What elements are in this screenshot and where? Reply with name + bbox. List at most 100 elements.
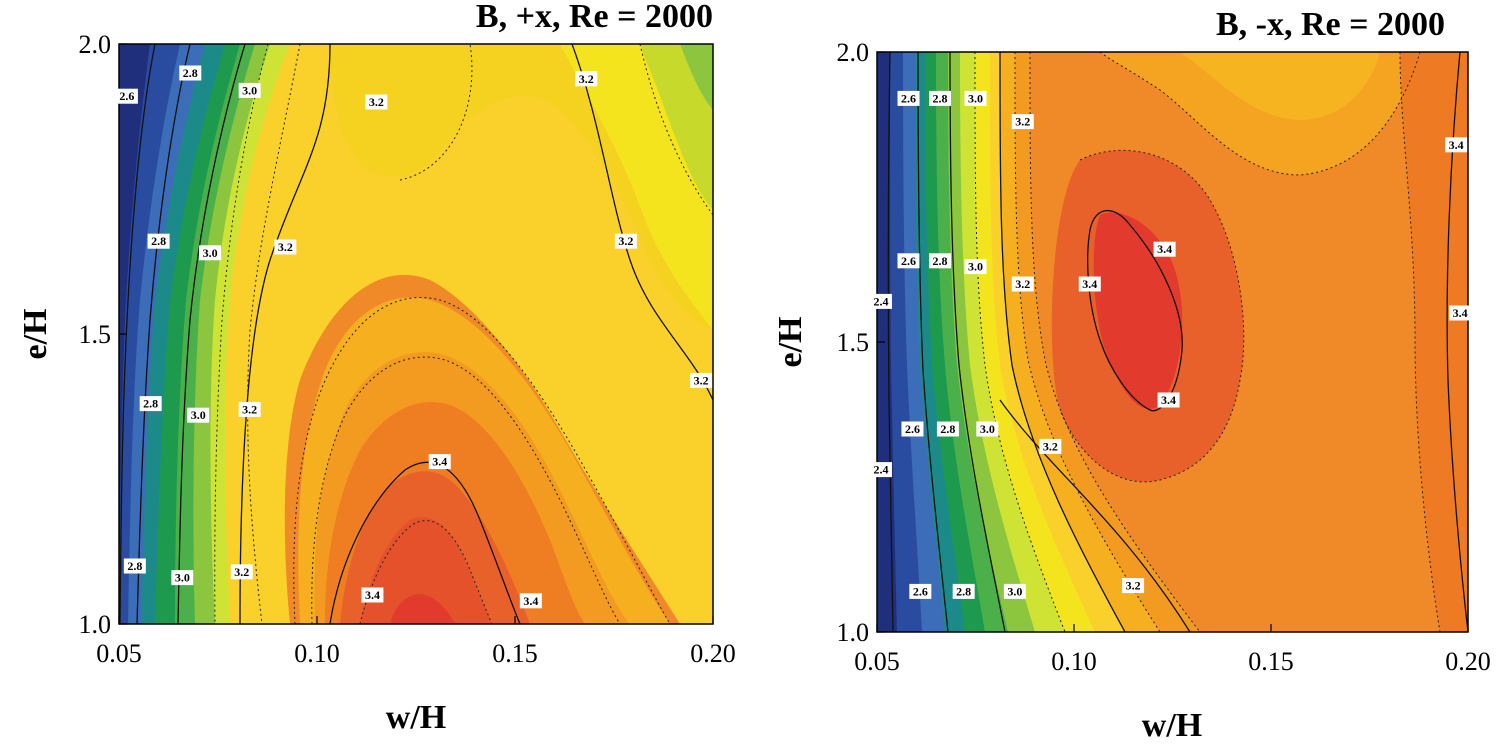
contour-label: 2.8 (123, 558, 146, 574)
left-contour-labels: 2.6 2.8 3.0 3.2 3.2 2.8 3.0 3.2 3.2 2.8 3.0 3.2 3.2 3… (115, 65, 713, 609)
left-contour-fill (119, 44, 713, 624)
svg-text:3.2: 3.2 (242, 402, 257, 416)
contour-label: 3.2 (1011, 114, 1034, 130)
right-y-tick-label: 1.5 (837, 328, 870, 357)
contour-label: 3.0 (1003, 583, 1026, 599)
right-contour-plot: 2.6 2.8 3.0 3.2 3.4 3.4 2.6 2.8 3.0 3.2 3.4 2.4 3.4 3… (772, 6, 1491, 744)
contour-label: 2.8 (179, 65, 202, 81)
svg-text:3.2: 3.2 (618, 234, 633, 248)
right-contour-fill (877, 52, 1468, 632)
svg-text:3.0: 3.0 (968, 260, 983, 274)
contour-label: 3.2 (1039, 438, 1062, 454)
contour-label: 3.2 (230, 564, 253, 580)
contour-label: 3.0 (976, 421, 999, 437)
contour-label: 2.8 (952, 583, 975, 599)
svg-text:3.2: 3.2 (278, 240, 293, 254)
left-x-tick-label: 0.10 (294, 639, 340, 668)
left-contour-plot: 2.6 2.8 3.0 3.2 3.2 2.8 3.0 3.2 3.2 2.8 3.0 3.2 3.2 3… (17, 0, 736, 736)
contour-label: 2.4 (869, 462, 892, 478)
svg-text:3.4: 3.4 (523, 594, 538, 608)
contour-label: 3.0 (199, 245, 222, 261)
svg-text:2.6: 2.6 (901, 91, 916, 105)
svg-text:3.0: 3.0 (191, 408, 206, 422)
contour-label: 2.6 (909, 583, 932, 599)
svg-text:3.4: 3.4 (1453, 306, 1468, 320)
contour-label: 3.2 (274, 239, 297, 255)
contour-label: 3.4 (1153, 241, 1176, 257)
svg-text:2.8: 2.8 (933, 254, 948, 268)
svg-text:2.6: 2.6 (913, 584, 928, 598)
svg-text:3.4: 3.4 (1161, 393, 1176, 407)
contour-label: 3.2 (365, 94, 388, 110)
left-x-tick-label: 0.05 (96, 639, 142, 668)
left-chart-title: B, +x, Re = 2000 (476, 0, 713, 35)
svg-text:2.8: 2.8 (127, 559, 142, 573)
contour-label: 3.0 (171, 570, 194, 586)
right-x-tick-label: 0.10 (1051, 647, 1097, 676)
svg-text:3.0: 3.0 (203, 246, 218, 260)
svg-text:3.2: 3.2 (1126, 579, 1141, 593)
svg-text:3.2: 3.2 (579, 72, 594, 86)
contour-label: 2.8 (139, 396, 162, 412)
svg-text:3.2: 3.2 (369, 95, 384, 109)
contour-label: 3.0 (187, 407, 210, 423)
svg-text:3.0: 3.0 (175, 571, 190, 585)
contour-label: 2.6 (897, 90, 920, 106)
svg-text:3.0: 3.0 (968, 91, 983, 105)
svg-text:2.8: 2.8 (940, 422, 955, 436)
right-contour-labels: 2.6 2.8 3.0 3.2 3.4 3.4 2.6 2.8 3.0 3.2 3.4 2.4 3.4 3… (869, 90, 1472, 599)
right-chart-title: B, -x, Re = 2000 (1216, 6, 1445, 43)
right-x-axis-label: w/H (1142, 707, 1202, 744)
contour-label: 3.2 (1122, 578, 1145, 594)
left-x-tick-label: 0.20 (690, 639, 736, 668)
left-y-tick-label: 2.0 (79, 30, 112, 59)
left-y-tick-label: 1.0 (79, 610, 112, 639)
left-x-ticks: 0.05 0.10 0.15 0.20 (96, 616, 736, 668)
right-x-ticks: 0.05 0.10 0.15 0.20 (854, 624, 1491, 676)
svg-text:3.0: 3.0 (980, 422, 995, 436)
contour-label: 3.0 (238, 82, 261, 98)
svg-text:3.4: 3.4 (1157, 242, 1172, 256)
contour-label: 3.4 (519, 593, 542, 609)
svg-text:2.8: 2.8 (151, 234, 166, 248)
contour-label: 3.2 (690, 372, 713, 388)
contour-label: 2.6 (897, 253, 920, 269)
left-y-axis-label: e/H (17, 309, 54, 360)
contour-label: 2.6 (901, 421, 924, 437)
contour-label: 3.2 (575, 71, 598, 87)
contour-label: 2.8 (929, 253, 952, 269)
svg-text:3.2: 3.2 (1015, 277, 1030, 291)
contour-label: 3.4 (361, 587, 384, 603)
contour-label: 3.4 (1445, 137, 1468, 153)
left-y-tick-label: 1.5 (79, 320, 112, 349)
svg-text:2.6: 2.6 (119, 89, 134, 103)
svg-text:2.6: 2.6 (905, 422, 920, 436)
contour-label: 2.8 (936, 421, 959, 437)
contour-label: 3.2 (614, 233, 637, 249)
svg-text:3.4: 3.4 (365, 588, 380, 602)
svg-text:3.0: 3.0 (242, 83, 257, 97)
right-y-axis-label: e/H (772, 317, 809, 368)
right-x-tick-label: 0.15 (1248, 647, 1294, 676)
svg-text:2.4: 2.4 (873, 463, 888, 477)
right-x-tick-label: 0.20 (1445, 647, 1491, 676)
svg-text:2.8: 2.8 (183, 66, 198, 80)
contour-label: 3.4 (1449, 305, 1472, 321)
svg-text:3.2: 3.2 (234, 565, 249, 579)
svg-text:2.6: 2.6 (901, 254, 916, 268)
right-x-tick-label: 0.05 (854, 647, 900, 676)
svg-text:2.8: 2.8 (143, 397, 158, 411)
contour-label: 3.2 (238, 401, 261, 417)
svg-text:3.4: 3.4 (1082, 277, 1097, 291)
svg-text:3.4: 3.4 (432, 455, 447, 469)
contour-label: 3.4 (1078, 276, 1101, 292)
svg-text:3.2: 3.2 (694, 373, 709, 387)
left-x-tick-label: 0.15 (492, 639, 538, 668)
right-y-ticks: 1.0 1.5 2.0 (837, 38, 885, 647)
contour-label: 3.2 (1011, 276, 1034, 292)
contour-label: 3.0 (964, 259, 987, 275)
right-y-tick-label: 1.0 (837, 618, 870, 647)
contour-label: 3.0 (964, 90, 987, 106)
contour-label: 2.6 (115, 88, 138, 104)
left-x-axis-label: w/H (386, 699, 446, 736)
